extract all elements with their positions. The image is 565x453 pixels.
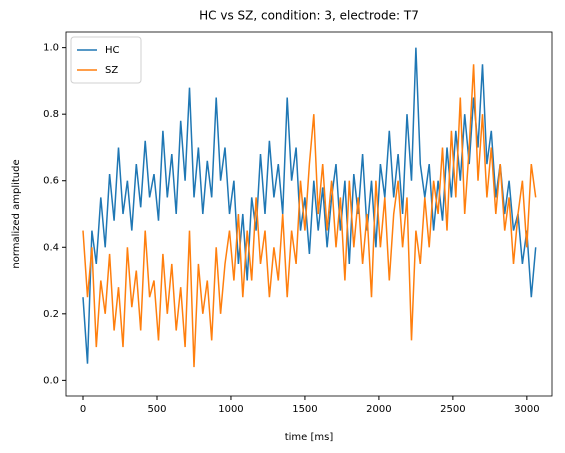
x-tick-label: 2500: [440, 404, 465, 415]
x-tick-label: 1000: [218, 404, 243, 415]
y-tick-label: 0.0: [43, 375, 59, 386]
plot-frame: [65, 31, 553, 397]
x-tick-label: 2000: [366, 404, 391, 415]
series-line: [82, 47, 537, 364]
y-axis-label: normalized amplitude: [11, 159, 22, 268]
y-tick-label: 1.0: [43, 43, 59, 54]
x-tick-label: 1500: [292, 404, 317, 415]
x-axis-label: time [ms]: [285, 432, 334, 443]
y-tick-label: 0.8: [43, 109, 59, 120]
y-tick-label: 0.6: [43, 176, 59, 187]
y-tick-label: 0.2: [43, 309, 59, 320]
chart-title: HC vs SZ, condition: 3, electrode: T7: [199, 9, 419, 23]
x-tick-label: 0: [80, 404, 86, 415]
x-tick-label: 3000: [514, 404, 539, 415]
legend-box: [70, 36, 142, 84]
legend-label: SZ: [105, 65, 118, 76]
legend-label: HC: [105, 45, 120, 56]
x-tick-label: 500: [147, 404, 166, 415]
series-line: [82, 64, 537, 368]
y-tick-label: 0.4: [43, 242, 59, 253]
